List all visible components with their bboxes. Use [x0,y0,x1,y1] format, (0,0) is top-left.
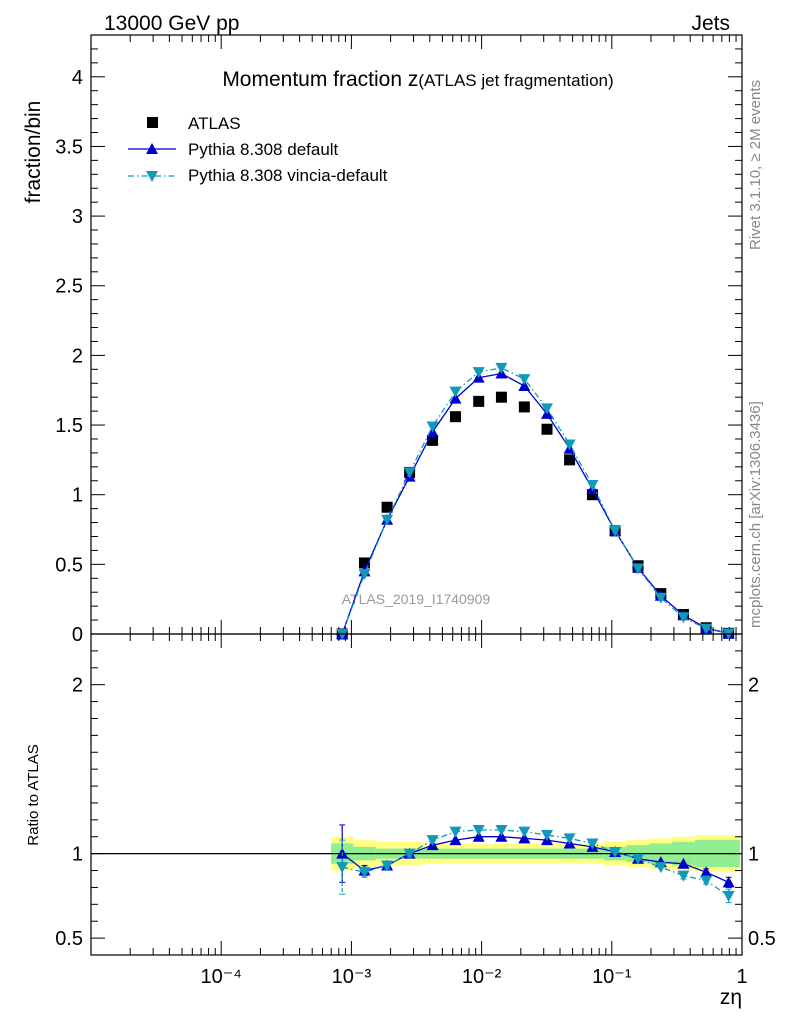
legend-marker-default [146,143,158,154]
data-point-vincia [403,467,416,479]
y-tick-label-main: 3.5 [55,136,83,158]
data-point-atlas [541,423,553,435]
ratio-point-vincia [654,862,667,874]
ratio-point-vincia [541,830,554,842]
y-tick-label-main: 0 [72,624,83,646]
ratio-point-vincia [472,824,485,836]
data-point-vincia [700,623,713,635]
process-label: Jets [691,12,730,35]
data-point-vincia [449,386,462,398]
data-point-atlas [564,454,576,466]
ratio-point-vincia [381,860,394,872]
data-point-atlas [449,411,461,423]
legend-marker-atlas [147,117,158,128]
energy-label: 13000 GeV pp [104,12,239,35]
data-point-vincia [472,367,485,379]
ratio-point-vincia [449,826,462,838]
data-point-vincia [632,563,645,575]
main-series [336,362,735,640]
ratio-point-vincia [563,833,576,845]
ratio-point-default [722,876,735,888]
ratio-point-vincia [336,862,349,874]
data-point-vincia [609,525,622,537]
x-tick-label: 10⁻² [462,966,502,988]
ratio-point-vincia [700,875,713,887]
data-point-vincia [654,592,667,604]
ratio-point-vincia [609,846,622,858]
chart-title-sub: (ATLAS jet fragmentation) [418,71,613,90]
y-tick-label-main: 2 [72,345,83,367]
y-tick-label-main: 0.5 [55,554,83,576]
y-tick-label-main: 4 [72,67,83,89]
data-point-vincia [563,439,576,451]
ratio-point-default [677,857,690,869]
data-point-vincia [426,421,439,433]
ratio-point-default [700,866,713,878]
ratio-point-vincia [677,870,690,882]
legend-label-atlas: ATLAS [188,114,241,133]
chart-title-main: Momentum fraction z [222,68,418,91]
data-point-vincia [358,569,371,581]
y-tick-label-ratio-right: 2 [748,675,759,697]
ratio-frame [90,633,743,956]
series-line-main [341,367,729,635]
data-point-vincia [495,362,508,374]
ratio-point-default [495,830,508,842]
y-tick-label-ratio-left: 2 [72,675,83,697]
y-axis-title-ratio: Ratio to ATLAS [25,744,42,845]
y-axis-title-main: fraction/bin [22,101,45,204]
data-point-vincia [677,612,690,624]
series-line-ratio [342,829,730,897]
data-point-atlas [427,434,439,446]
data-point-atlas [518,401,530,413]
mcplots-label: mcplots.cern.ch [arXiv:1306.3436] [747,401,764,628]
data-point-atlas [495,391,507,403]
data-point-vincia [586,479,599,491]
y-tick-label-main: 1 [72,485,83,507]
x-axis-title: zη [720,986,742,1009]
x-tick-label: 10⁻¹ [592,966,632,988]
ratio-uncertainty-bands [91,835,742,873]
data-point-vincia [541,403,554,415]
ratio-point-default [518,832,531,844]
ratio-point-vincia [495,824,508,836]
y-tick-label-main: 1.5 [55,415,83,437]
ratio-point-vincia [403,848,416,860]
x-tick-label: 10⁻⁴ [200,966,241,988]
chart-title: Momentum fraction z(ATLAS jet fragmentat… [222,68,613,91]
ratio-point-vincia [518,826,531,838]
data-point-atlas [586,489,598,501]
x-tick-label: 1 [736,966,747,988]
data-point-atlas [358,557,370,569]
ratio-point-default [449,834,462,846]
ratio-point-vincia [358,867,371,879]
data-point-vincia [381,514,394,526]
ratio-point-vincia [722,890,735,902]
data-point-default [449,392,462,404]
ratio-point-vincia [426,835,439,847]
y-tick-label-ratio-left: 0.5 [55,928,83,950]
data-point-vincia [518,374,531,386]
analysis-watermark: ATLAS_2019_I1740909 [342,591,491,607]
rivet-label: Rivet 3.1.10, ≥ 2M events [747,80,764,250]
ratio-point-default [472,830,485,842]
y-tick-label-ratio-right: 0.5 [748,928,776,950]
data-point-atlas [473,395,485,407]
ratio-point-vincia [586,838,599,850]
legend-marker-vincia [146,171,158,182]
ratio-series [336,824,735,904]
y-tick-label-main: 2.5 [55,276,83,298]
legend: ATLAS Pythia 8.308 default Pythia 8.308 … [128,114,388,185]
y-tick-label-ratio-right: 1 [748,844,759,866]
y-tick-label-ratio-left: 1 [72,844,83,866]
y-tick-label-main: 3 [72,206,83,228]
data-point-default [518,380,531,392]
x-tick-label: 10⁻³ [332,966,372,988]
legend-label-default: Pythia 8.308 default [188,140,339,159]
tick-labels: 00.511.522.533.540.5 0.51 12 210⁻⁴ 10⁻³ 10⁻² 1… [55,67,776,988]
ratio-point-vincia [632,853,645,865]
legend-label-vincia: Pythia 8.308 vincia-default [188,166,388,185]
data-point-atlas [381,501,393,513]
